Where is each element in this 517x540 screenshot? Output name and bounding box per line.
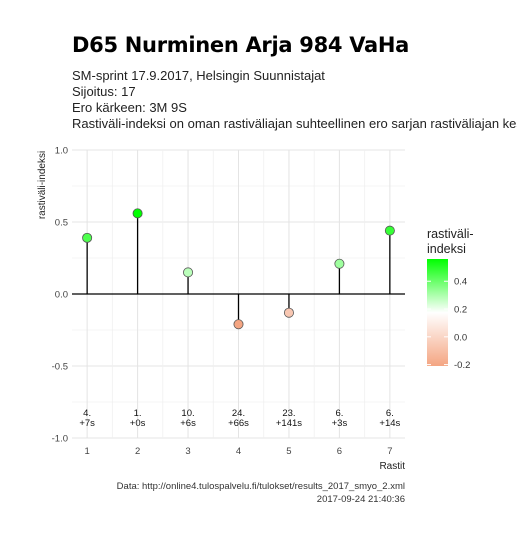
lollipop-point [233, 319, 244, 330]
chart-title: D65 Nurminen Arja 984 VaHa [72, 33, 410, 57]
lollipop-point [132, 208, 143, 219]
time-diff-label: +14s [379, 418, 400, 429]
subtitle-description: Rastiväli-indeksi on oman rastiväliajan … [72, 116, 517, 131]
rank-label: 23. [282, 408, 295, 419]
y-tick-label: 0.0 [55, 290, 68, 301]
lollipop-point [384, 225, 395, 236]
time-diff-label: +6s [180, 418, 196, 429]
legend-colorbar [427, 259, 448, 366]
x-axis-ticks: 1 2 3 4 5 6 7 [84, 446, 392, 457]
x-tick-label: 2 [135, 446, 140, 457]
legend-title-line1: rastiväli- [427, 227, 474, 241]
y-tick-label: 0.5 [55, 218, 68, 229]
lollipop-point [334, 258, 345, 269]
lollipop-stems [86, 213, 391, 325]
lollipop-point [283, 307, 294, 318]
rank-label: 1. [134, 408, 142, 419]
y-tick-label: -1.0 [52, 434, 68, 445]
subtitle-placement: Sijoitus: 17 [72, 84, 136, 99]
legend-ticks: 0.4 0.2 0.0 -0.2 [427, 277, 470, 371]
rank-label: 6. [335, 408, 343, 419]
y-axis-label: rastiväli-indeksi [37, 151, 48, 219]
y-tick-label: -0.5 [52, 362, 68, 373]
x-tick-label: 5 [286, 446, 291, 457]
time-diff-label: +3s [332, 418, 348, 429]
timestamp: 2017-09-24 21:40:36 [316, 494, 405, 505]
rank-label: 24. [232, 408, 245, 419]
subtitle-event: SM-sprint 17.9.2017, Helsingin Suunnista… [72, 68, 325, 83]
rank-label: 10. [181, 408, 194, 419]
lollipop-point [82, 232, 93, 243]
x-tick-label: 3 [185, 446, 190, 457]
subtitle-gap: Ero kärkeen: 3M 9S [72, 100, 187, 115]
y-tick-label: 1.0 [55, 146, 68, 157]
rank-label: 6. [386, 408, 394, 419]
data-source: Data: http://online4.tulospalvelu.fi/tul… [116, 481, 405, 492]
time-diff-label: +141s [276, 418, 302, 429]
x-axis-label: Rastit [379, 461, 405, 472]
x-tick-label: 4 [236, 446, 241, 457]
time-diff-label: +0s [130, 418, 146, 429]
y-axis-ticks: -1.0 -0.5 0.0 0.5 1.0 [52, 146, 68, 445]
legend-title-line2: indeksi [427, 242, 466, 256]
x-tick-label: 6 [337, 446, 342, 457]
lollipop-points [82, 208, 395, 330]
color-legend: rastiväli- indeksi 0.4 0.2 0.0 -0.2 [427, 227, 474, 371]
x-tick-label: 7 [387, 446, 392, 457]
legend-tick-label: 0.2 [454, 305, 467, 316]
rank-label: 4. [83, 408, 91, 419]
legend-tick-label: 0.0 [454, 332, 467, 343]
grid-lines [72, 149, 405, 439]
x-tick-label: 1 [84, 446, 89, 457]
legend-tick-label: 0.4 [454, 277, 467, 288]
legend-tick-label: -0.2 [454, 360, 470, 371]
time-diff-label: +66s [228, 418, 249, 429]
point-annotations: 4.+7s1.+0s10.+6s24.+66s23.+141s6.+3s6.+1… [79, 408, 400, 429]
time-diff-label: +7s [79, 418, 95, 429]
lollipop-point [183, 267, 194, 278]
